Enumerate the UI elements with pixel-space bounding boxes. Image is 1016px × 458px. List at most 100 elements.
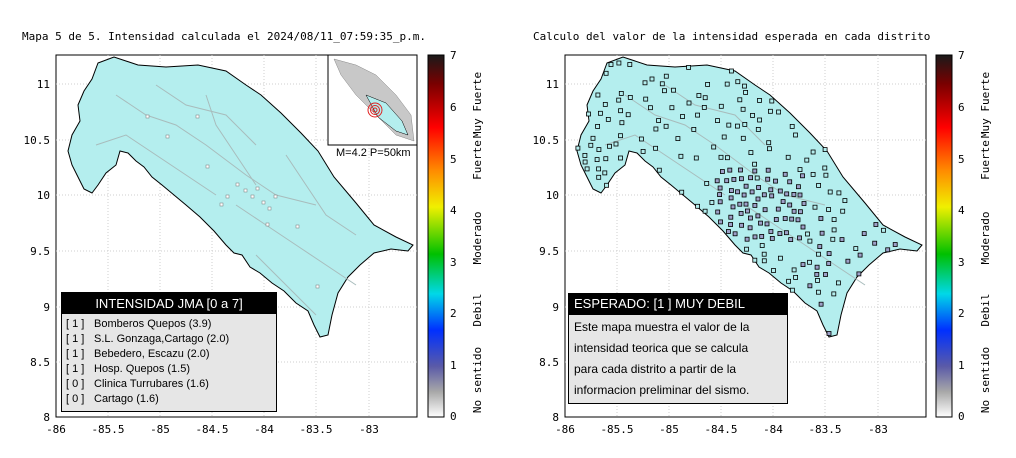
district-marker: [836, 190, 842, 196]
list-item: [ 0 ] Clinica Turrubares (1.6): [66, 378, 209, 390]
district-marker: [721, 134, 727, 140]
district-marker: [822, 165, 828, 171]
district-marker: [596, 147, 602, 152]
district-marker: [766, 146, 772, 152]
left-x-ticks: -86 -85.5 -85 -84.5 -84 -83.5 -83: [46, 423, 379, 436]
district-marker: [759, 243, 765, 248]
district-marker: [607, 143, 612, 149]
district-marker: [777, 255, 783, 261]
district-marker: [662, 88, 667, 94]
district-marker: [659, 81, 665, 87]
station-list: [ 1 ] Bomberos Quepos (3.9) [ 1 ] S.L. Gon…: [62, 314, 276, 407]
district-marker: [605, 117, 611, 122]
svg-text:9: 9: [43, 301, 50, 314]
district-marker: [595, 92, 601, 98]
district-marker: [718, 154, 724, 160]
district-marker: [718, 219, 723, 225]
district-marker: [724, 81, 730, 87]
district-marker: [715, 118, 720, 123]
list-item: [ 1 ] Bomberos Quepos (3.9): [66, 318, 212, 330]
district-marker: [618, 155, 623, 161]
svg-text:8.5: 8.5: [30, 356, 50, 369]
district-marker: [691, 127, 697, 132]
district-marker: [804, 157, 810, 163]
svg-text:Moderado: Moderado: [471, 212, 484, 265]
svg-text:-86: -86: [46, 423, 66, 436]
district-marker: [826, 261, 832, 266]
district-marker: [784, 191, 790, 197]
district-marker: [756, 185, 762, 190]
svg-text:-86: -86: [555, 423, 575, 436]
district-marker: [743, 90, 749, 95]
district-marker: [800, 224, 806, 230]
svg-text:11: 11: [37, 78, 50, 91]
description-line: Este mapa muestra el valor de la: [574, 320, 750, 334]
district-marker: [648, 105, 653, 111]
svg-text:Fuerte: Fuerte: [471, 140, 484, 180]
district-marker: [627, 95, 633, 100]
district-marker: [826, 331, 832, 336]
district-marker: [596, 174, 602, 180]
svg-text:10.5: 10.5: [24, 134, 51, 147]
district-marker: [742, 122, 748, 127]
district-marker: [743, 183, 749, 189]
district-marker: [718, 103, 724, 109]
district-marker: [797, 192, 803, 198]
district-marker: [777, 188, 783, 194]
district-marker: [777, 231, 783, 237]
district-marker: [773, 217, 779, 222]
district-marker: [789, 216, 795, 222]
district-marker: [810, 149, 816, 155]
district-marker: [675, 136, 681, 141]
district-marker: [582, 153, 588, 158]
district-marker: [604, 182, 609, 188]
right-map-title: Calculo del valor de la intensidad esper…: [533, 30, 931, 43]
district-marker: [775, 206, 781, 212]
district-marker: [678, 153, 684, 159]
district-marker: [656, 167, 662, 173]
district-marker: [616, 97, 622, 103]
district-marker: [752, 257, 758, 263]
district-marker: [861, 231, 867, 237]
svg-text:1: 1: [450, 359, 457, 372]
district-marker: [758, 220, 763, 226]
svg-text:9: 9: [552, 301, 559, 314]
district-marker: [725, 229, 731, 234]
district-marker: [714, 178, 720, 184]
svg-text:4: 4: [958, 204, 965, 217]
district-marker: [857, 252, 863, 258]
district-marker: [709, 200, 715, 205]
district-marker: [873, 222, 879, 227]
district-marker: [757, 117, 763, 123]
district-marker: [881, 227, 886, 233]
district-marker: [741, 192, 747, 198]
district-marker: [680, 114, 685, 119]
district-marker: [728, 195, 734, 201]
district-marker: [771, 268, 776, 273]
svg-text:0: 0: [450, 410, 457, 423]
district-marker: [789, 124, 795, 129]
district-marker: [823, 272, 828, 277]
district-marker: [817, 244, 823, 250]
svg-text:2: 2: [450, 307, 457, 320]
district-marker: [747, 215, 753, 221]
district-marker: [738, 210, 744, 216]
right-colorbar: 7 6 5 4 3 2 1 0 Muy Fuerte Fuerte Moderado De…: [935, 49, 992, 423]
svg-text:-83: -83: [868, 423, 888, 436]
district-marker: [728, 68, 734, 74]
district-marker: [737, 97, 743, 103]
district-marker: [640, 149, 646, 154]
district-marker: [818, 216, 824, 221]
district-marker: [748, 175, 754, 181]
district-marker: [812, 204, 818, 210]
district-marker: [791, 208, 797, 214]
svg-text:2: 2: [958, 307, 965, 320]
district-marker: [797, 167, 803, 172]
district-marker: [740, 135, 746, 141]
list-item: [ 1 ] S.L. Gonzaga,Cartago (2.0): [66, 333, 230, 345]
district-marker: [780, 199, 786, 205]
district-marker: [727, 167, 733, 173]
district-marker: [791, 267, 797, 273]
district-marker: [768, 229, 774, 234]
left-y-ticks: 11 10.5 10 9.5 9 8.5 8: [24, 78, 51, 424]
